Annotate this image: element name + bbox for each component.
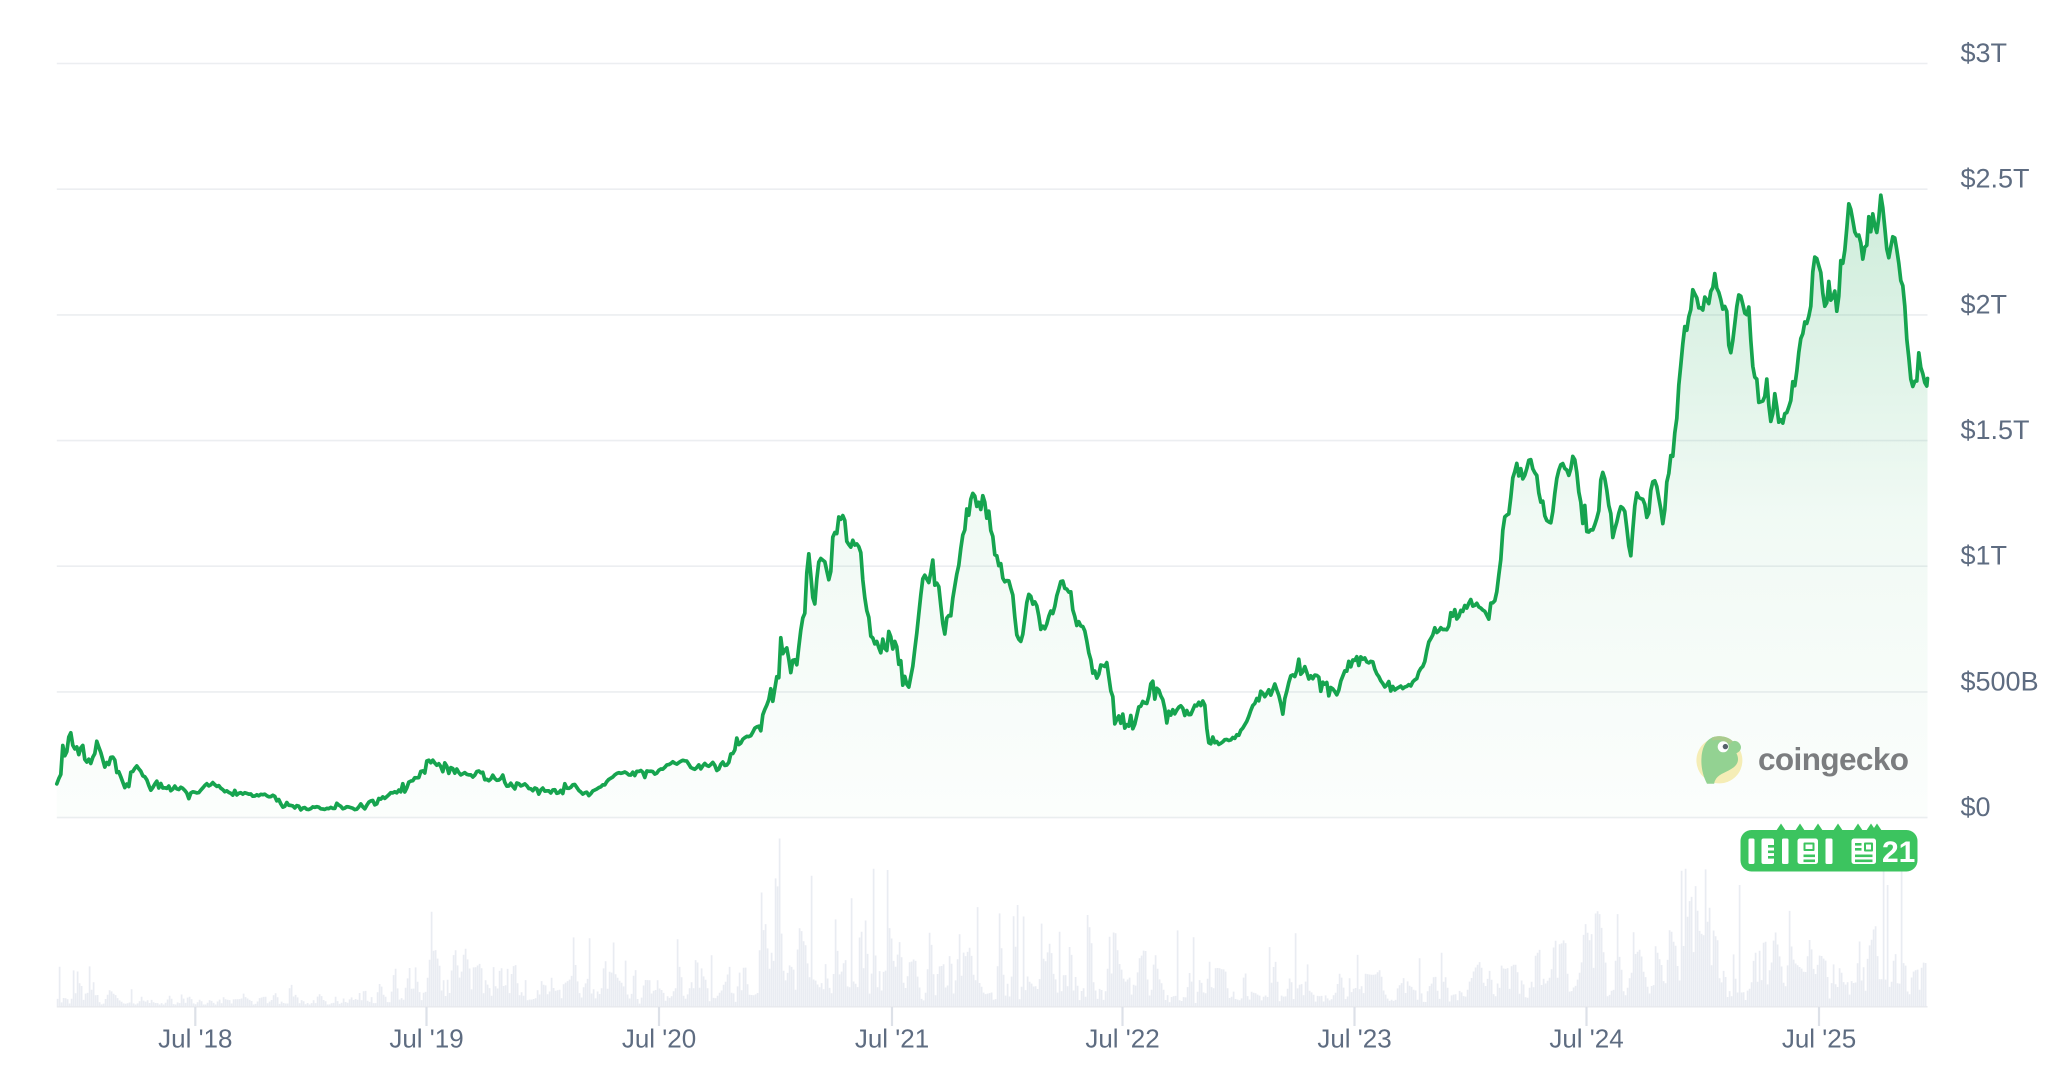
svg-text:Jul '21: Jul '21	[855, 1024, 929, 1054]
svg-text:Jul '18: Jul '18	[158, 1024, 232, 1054]
svg-text:$3T: $3T	[1961, 38, 2008, 68]
svg-text:$0: $0	[1961, 792, 1991, 822]
svg-text:$1.5T: $1.5T	[1961, 415, 2030, 445]
svg-text:Jul '19: Jul '19	[389, 1024, 463, 1054]
svg-text:Jul '22: Jul '22	[1085, 1024, 1159, 1054]
svg-text:$2.5T: $2.5T	[1961, 164, 2030, 194]
svg-text:Jul '25: Jul '25	[1782, 1024, 1856, 1054]
svg-text:Jul '20: Jul '20	[622, 1024, 696, 1054]
svg-text:$2T: $2T	[1961, 289, 2008, 319]
svg-text:$500B: $500B	[1961, 666, 2039, 696]
svg-text:Jul '24: Jul '24	[1549, 1024, 1623, 1054]
svg-text:coingecko: coingecko	[1758, 741, 1909, 777]
svg-text:21: 21	[1882, 836, 1915, 869]
svg-text:Jul '23: Jul '23	[1317, 1024, 1391, 1054]
svg-text:$1T: $1T	[1961, 541, 2008, 571]
